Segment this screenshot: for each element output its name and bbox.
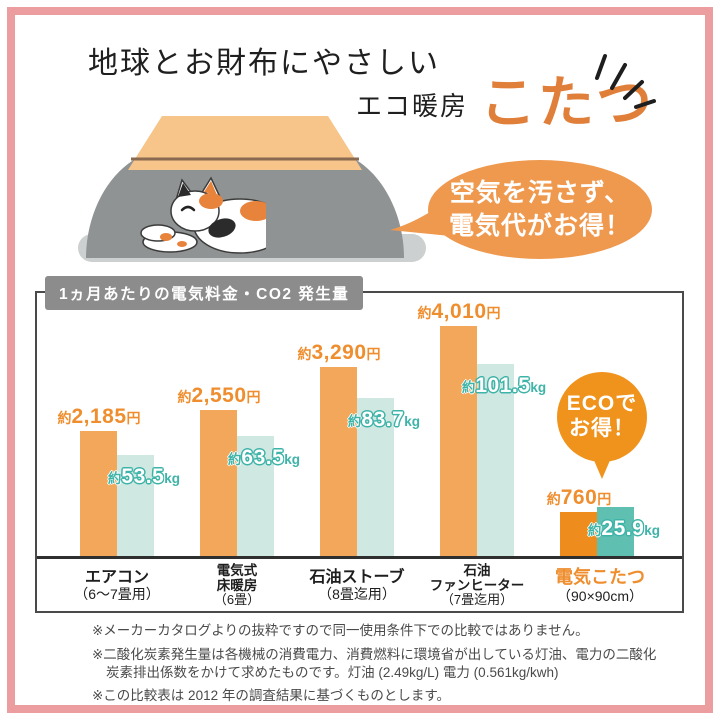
- co2-value-label: 約25.9kg: [587, 517, 661, 540]
- yen-bar: [320, 367, 357, 556]
- category-aircon: エアコン （6～7畳用）: [74, 568, 160, 603]
- bar-group-kotatsu: 約760円 約25.9kg: [547, 293, 660, 611]
- co2-bar: [117, 455, 154, 556]
- eco-badge-line2: お得！: [569, 417, 635, 440]
- bar-group-aircon: 約2,185円 約53.5kg: [57, 293, 180, 611]
- yen-value-label: 約4,010円: [417, 300, 501, 323]
- yen-bar: [80, 431, 117, 556]
- yen-value-label: 約760円: [546, 486, 612, 509]
- main-title: 地球とお財布にやさしい: [88, 47, 440, 80]
- emphasis-rays-icon: [595, 54, 656, 109]
- yen-bar: [200, 410, 237, 556]
- co2-value-label: 約101.5kg: [461, 374, 547, 397]
- footnote-1: ※メーカーカタログよりの抜粋ですので同一使用条件下での比較ではありません。: [92, 623, 589, 638]
- footnotes: ※メーカーカタログよりの抜粋ですので同一使用条件下での比較ではありません。 ※二…: [92, 622, 668, 711]
- footnote-3: ※この比較表は 2012 年の調査結果に基づくものとします。: [92, 688, 450, 704]
- category-kotatsu: 電気こたつ （90×90cm）: [555, 567, 645, 604]
- eco-badge-tail: [593, 458, 611, 479]
- yen-value-label: 約3,290円: [297, 341, 381, 364]
- eco-badge-line1: ECOで: [566, 392, 638, 416]
- yen-value-label: 約2,185円: [57, 405, 141, 428]
- co2-bar: [237, 436, 274, 556]
- category-oil-stove: 石油ストーブ （8畳迄用）: [309, 568, 405, 603]
- bubble-text-line2: 電気代がお得！: [448, 212, 631, 240]
- yen-bar: [560, 512, 597, 556]
- eco-badge: ECOで お得！: [557, 372, 647, 462]
- co2-bar: [477, 364, 514, 556]
- bar-group-fan-heater: 約4,010円 約101.5kg: [417, 293, 546, 611]
- co2-bar: [597, 507, 634, 556]
- yen-value-label: 約2,550円: [177, 384, 261, 407]
- bubble-text-line1: 空気を汚さず、: [449, 179, 631, 207]
- yen-bar: [440, 326, 477, 556]
- comparison-chart: 約2,185円 約53.5kg 約2,550円 約63.5kg 約3,290円 …: [35, 291, 684, 613]
- chart-plot-area: 約2,185円 約53.5kg 約2,550円 約63.5kg 約3,290円 …: [37, 293, 682, 611]
- co2-bar: [357, 398, 394, 556]
- bar-group-oil-stove: 約3,290円 約83.7kg: [297, 293, 420, 611]
- category-floor-heating: 電気式 床暖房 （6畳）: [213, 562, 261, 608]
- chart-title-badge: 1ヵ月あたりの電気料金・CO2 発生量: [45, 276, 364, 310]
- category-fan-heater: 石油 ファンヒーター （7畳迄用）: [429, 562, 525, 608]
- co2-value-label: 約83.7kg: [347, 408, 421, 431]
- bar-group-floor-heating: 約2,550円 約63.5kg: [177, 293, 300, 611]
- subtitle-kotatsu: こたつ: [480, 73, 654, 135]
- footnote-2: ※二酸化炭素発生量は各機械の消費電力、消費燃料に環境省が出している灯油、電力の二…: [92, 646, 657, 680]
- co2-value-label: 約53.5kg: [107, 465, 181, 488]
- subtitle-prefix: エコ暖房: [356, 92, 469, 121]
- category-axis: エアコン （6～7畳用） 電気式 床暖房 （6畳） 石油ストーブ （8畳迄用） …: [37, 556, 682, 611]
- co2-value-label: 約63.5kg: [227, 446, 301, 469]
- kotatsu-cat-illustration: [78, 116, 426, 262]
- speech-bubble: 空気を汚さず、 電気代がお得！: [428, 160, 652, 259]
